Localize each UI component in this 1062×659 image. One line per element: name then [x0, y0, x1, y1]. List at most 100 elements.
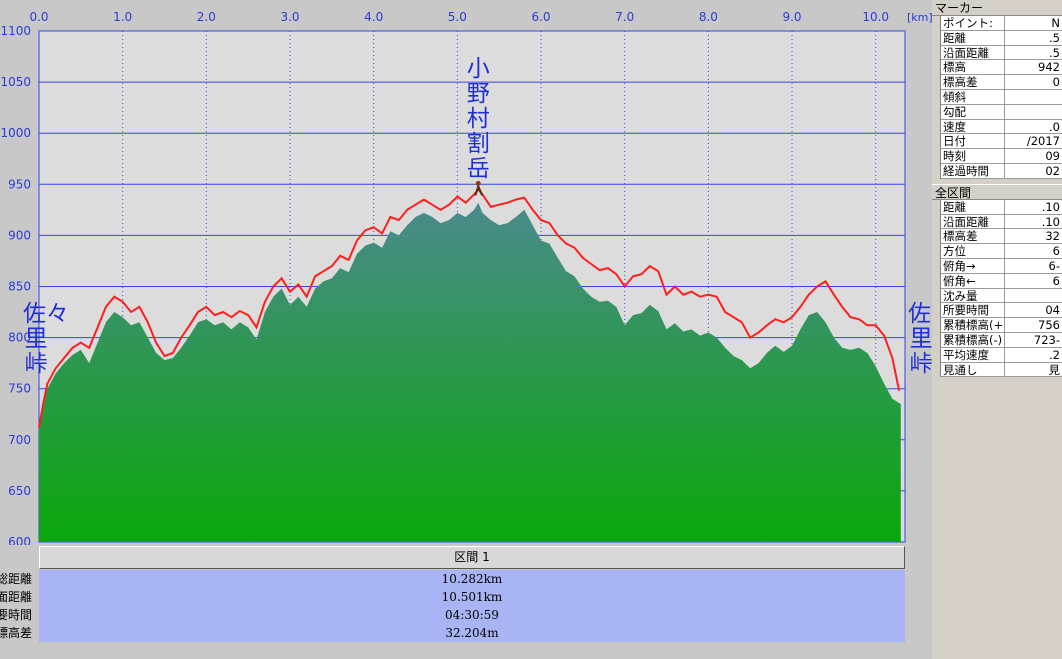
- section-label: 総距離: [0, 572, 32, 586]
- panel-row: ポイント: N: [941, 16, 1062, 31]
- marker-panel-table: ポイント: N 距離 5. 沿面距離 5. 標高 942 標高差 0 傾斜 勾配 速度 0. 日付 2017/…: [940, 16, 1062, 179]
- y-tick-label: 1050: [0, 75, 31, 89]
- panel-row: 沈み量: [941, 288, 1062, 304]
- panel-row-key: 時刻: [941, 149, 1005, 163]
- x-tick-label: 10.0: [862, 10, 889, 24]
- marker-panel-title: マーカー: [932, 0, 1062, 16]
- panel-row-value: 2017/: [1026, 134, 1060, 149]
- panel-row-value: 32: [1045, 229, 1060, 244]
- section-value: 04:30:59: [39, 606, 905, 624]
- elevation-chart-svg: 0.0 1.0 2.0 3.0 4.0 5.0 6.0 7.0 8.0 9.0 10.0 [km] 1…: [0, 10, 932, 545]
- x-tick-label: 4.0: [364, 10, 383, 24]
- section-row-distance: 総距離 10.282km: [0, 570, 905, 588]
- panel-row-value: 10.: [1041, 199, 1060, 214]
- y-tick-label: 800: [8, 331, 31, 345]
- panel-row-key: 方位: [941, 244, 1005, 258]
- section-header[interactable]: 区間 1: [39, 546, 905, 569]
- x-tick-label: 0.0: [29, 10, 48, 24]
- panel-row-key: 累積標高(-): [941, 332, 1005, 347]
- panel-row-key: 距離: [941, 30, 1005, 45]
- section-value: 10.501km: [39, 588, 905, 606]
- y-tick-label: 950: [8, 177, 31, 191]
- panel-row-value: 942: [1038, 60, 1060, 75]
- marker-body-icon: [474, 183, 484, 196]
- panel-row: 沿面距離 10.: [941, 214, 1062, 230]
- elevation-chart[interactable]: 0.0 1.0 2.0 3.0 4.0 5.0 6.0 7.0 8.0 9.0 10.0 [km] 1…: [0, 0, 954, 545]
- y-tick-label: 600: [8, 535, 31, 545]
- annotation-start-label: 佐々里峠: [23, 301, 69, 377]
- y-tick-label: 1000: [0, 126, 31, 140]
- panel-row-value: -6: [1048, 258, 1060, 273]
- panel-row: 沿面距離 5.: [941, 45, 1062, 61]
- panel-row-value: 0: [1052, 75, 1060, 89]
- panel-row: 標高 942: [941, 60, 1062, 76]
- panel-row-key: 累積標高(+): [943, 318, 1005, 332]
- panel-row-value: 04: [1045, 303, 1060, 318]
- annotation-peak-label: 小野村割岳: [466, 56, 490, 183]
- panel-row-key: 俯角←: [941, 273, 1005, 288]
- panel-row-value: 02: [1045, 163, 1060, 178]
- panel-row-value: 見: [1048, 362, 1061, 377]
- section-summary: 総距離 10.282km 沿面距離 10.501km 所要時間 04:30:59…: [0, 570, 905, 642]
- panel-row-value: 09: [1045, 149, 1060, 163]
- x-tick-label: 7.0: [615, 10, 634, 24]
- panel-row: 標高差 0: [941, 75, 1062, 90]
- panel-row-key: 距離: [941, 199, 1005, 214]
- y-tick-label: 750: [8, 382, 31, 396]
- marker-head-icon: [475, 180, 481, 186]
- panel-row: 速度 0.: [941, 119, 1062, 135]
- x-tick-label: 8.0: [699, 10, 718, 24]
- panel-row-value: 5.: [1049, 30, 1060, 45]
- section-row-surface-distance: 沿面距離 10.501km: [0, 588, 905, 606]
- panel-row: 日付 2017/: [941, 134, 1062, 150]
- section-label: 標高差: [0, 626, 32, 640]
- panel-row-key: 所要時間: [941, 303, 1005, 318]
- x-tick-label: 1.0: [113, 10, 132, 24]
- panel-row-value: 10.: [1041, 214, 1060, 229]
- panel-row: 方位 6: [941, 244, 1062, 259]
- panel-row-key: 沿面距離: [941, 45, 1005, 60]
- section-value: 10.282km: [39, 570, 905, 588]
- panel-row-value: [1005, 105, 1062, 119]
- section-label: 所要時間: [0, 608, 32, 622]
- panel-row: 平均速度 2.: [941, 347, 1062, 363]
- panel-row: 勾配: [941, 104, 1062, 120]
- y-tick-label: 850: [8, 280, 31, 294]
- panel-row-value: [1005, 90, 1062, 104]
- total-panel-title: 全区間: [932, 183, 1062, 200]
- panel-row-key: ポイント:: [941, 16, 1005, 30]
- panel-row-value: 2.: [1049, 347, 1060, 362]
- section-value: 32.204m: [39, 624, 905, 642]
- section-row-duration: 所要時間 04:30:59: [0, 606, 905, 624]
- panel-row-value: [1005, 289, 1062, 303]
- panel-row-value: N: [1051, 16, 1060, 30]
- panel-row-key: 標高差: [941, 229, 1005, 244]
- panel-row: 見通し 見: [941, 362, 1062, 378]
- panel-row: 累積標高(-) -723: [941, 332, 1062, 348]
- section-row-elevation-diff: 標高差 32.204m: [0, 624, 905, 642]
- x-tick-label: 5.0: [448, 10, 467, 24]
- route-elevation-line: [38, 187, 901, 428]
- panel-row: 累積標高(+) 756: [941, 318, 1062, 333]
- y-tick-label: 650: [8, 484, 31, 498]
- panel-row-key: 俯角→: [941, 258, 1005, 273]
- panel-row-key: 沿面距離: [941, 214, 1005, 229]
- info-side-panel: マーカー ポイント: N 距離 5. 沿面距離 5. 標高 942 標高差 0 傾斜 勾配 速度 0. 日付…: [932, 0, 1062, 659]
- panel-row-key: 平均速度: [941, 347, 1005, 362]
- panel-row-key: 勾配: [941, 104, 1005, 119]
- x-unit-label: [km]: [907, 11, 932, 24]
- panel-row-value: 756: [1038, 318, 1060, 332]
- panel-row-key: 見通し: [941, 362, 1005, 377]
- panel-row: 俯角← 6: [941, 273, 1062, 289]
- panel-row-key: 標高: [941, 60, 1005, 75]
- panel-row: 経過時間 02: [941, 163, 1062, 179]
- panel-row: 俯角→ -6: [941, 258, 1062, 274]
- panel-row-value: 6: [1052, 244, 1060, 258]
- panel-row: 所要時間 04: [941, 303, 1062, 319]
- x-tick-label: 9.0: [782, 10, 801, 24]
- panel-row-value: 6: [1052, 273, 1060, 288]
- panel-row-key: 速度: [941, 119, 1005, 134]
- panel-row: 距離 5.: [941, 30, 1062, 46]
- panel-row: 距離 10.: [941, 199, 1062, 215]
- total-panel-table: 距離 10. 沿面距離 10. 標高差 32 方位 6 俯角→ -6 俯角← 6 沈み量 所要時間 04 累積…: [940, 199, 1062, 378]
